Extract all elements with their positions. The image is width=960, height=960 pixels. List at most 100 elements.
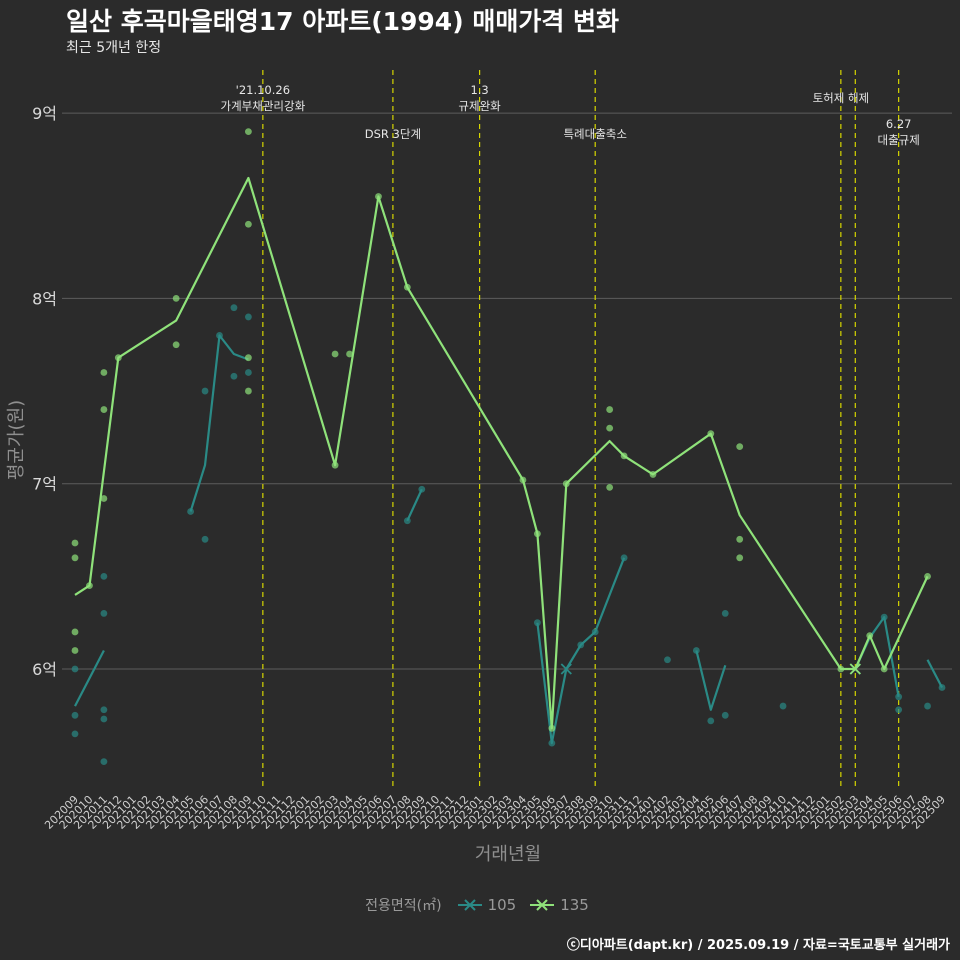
series-line xyxy=(406,488,423,522)
data-point xyxy=(606,484,614,491)
data-point xyxy=(649,471,657,478)
data-point xyxy=(418,485,426,493)
data-point xyxy=(201,387,209,395)
legend-item-105: 105 xyxy=(456,896,517,914)
data-point xyxy=(201,535,209,543)
series-105 xyxy=(71,304,946,766)
data-point xyxy=(71,628,79,636)
data-point xyxy=(245,313,252,321)
data-point xyxy=(71,554,79,562)
series-line xyxy=(926,659,943,689)
data-point xyxy=(375,193,382,200)
data-point xyxy=(346,350,353,358)
data-point xyxy=(895,693,903,701)
data-point xyxy=(100,495,108,502)
data-point xyxy=(562,480,570,488)
legend-title: 전용면적(㎡) xyxy=(365,898,442,914)
data-point xyxy=(620,554,628,562)
series-line xyxy=(695,650,727,711)
data-point xyxy=(100,572,108,580)
data-point xyxy=(548,739,556,747)
data-point xyxy=(71,730,79,738)
event-label: DSR 3단계 xyxy=(365,127,421,141)
y-tick-label: 9억 xyxy=(32,104,57,123)
data-point xyxy=(519,476,527,484)
data-point xyxy=(86,582,93,590)
data-point xyxy=(534,530,541,538)
data-point xyxy=(172,295,180,302)
y-tick-label: 7억 xyxy=(32,475,57,494)
data-point xyxy=(880,665,888,673)
data-point xyxy=(187,508,195,515)
legend-135-swatch-icon xyxy=(530,899,555,911)
event-label: 규제완화 xyxy=(458,99,501,113)
data-point xyxy=(577,641,585,649)
data-point xyxy=(534,619,541,627)
data-point xyxy=(71,539,79,547)
y-axis-title: 평균가(원) xyxy=(6,400,27,480)
data-point xyxy=(591,628,599,636)
data-point xyxy=(736,443,744,451)
data-point xyxy=(924,702,931,710)
legend: 전용면적(㎡) 105 135 xyxy=(0,895,960,915)
data-point xyxy=(736,535,744,543)
data-point xyxy=(606,406,614,413)
data-point xyxy=(707,717,715,725)
data-point xyxy=(100,369,108,376)
data-point xyxy=(230,372,238,380)
data-point xyxy=(707,430,715,438)
data-point xyxy=(100,706,108,714)
data-point xyxy=(100,406,108,413)
event-label: 가계부채관리강화 xyxy=(221,99,306,113)
legend-105-swatch-icon xyxy=(457,899,482,911)
data-point xyxy=(230,304,238,312)
data-point xyxy=(245,369,252,376)
data-point xyxy=(172,341,180,349)
data-point xyxy=(403,283,411,291)
legend-item-135: 135 xyxy=(528,896,589,914)
data-point xyxy=(548,724,556,732)
gridlines xyxy=(62,112,952,670)
event-label: 토허제 해제 xyxy=(813,91,870,105)
series-line xyxy=(189,334,249,512)
data-point xyxy=(71,711,79,719)
y-tick-label: 6억 xyxy=(32,660,57,679)
series-line xyxy=(74,176,929,730)
data-point xyxy=(895,706,903,714)
event-label: 1.3 xyxy=(470,83,488,97)
data-point xyxy=(620,452,628,460)
source-caption: ⓒ디아파트(dapt.kr) / 2025.09.19 / 자료=국토교통부 실… xyxy=(566,938,950,953)
data-point xyxy=(866,632,874,640)
y-tick-label: 8억 xyxy=(32,289,57,308)
event-label: '21.10.26 xyxy=(236,83,290,97)
x-axis-title: 거래년월 xyxy=(475,844,541,865)
data-point xyxy=(71,665,79,673)
data-point xyxy=(245,220,252,228)
cross-marker xyxy=(560,663,572,675)
data-point xyxy=(664,656,671,664)
data-point xyxy=(837,665,845,673)
data-point xyxy=(938,684,946,691)
series-line xyxy=(854,616,900,697)
data-point xyxy=(721,610,729,617)
legend-label-105: 105 xyxy=(487,896,517,914)
chart-title: 일산 후곡마을태영17 아파트(1994) 매매가격 변화 xyxy=(66,7,620,36)
data-point xyxy=(880,613,888,621)
data-point xyxy=(245,387,252,395)
data-point xyxy=(331,461,339,469)
data-point xyxy=(100,758,108,766)
data-point xyxy=(736,554,744,562)
data-point xyxy=(245,128,252,136)
data-point xyxy=(216,332,223,339)
data-point xyxy=(100,610,108,617)
event-label: 6.27 xyxy=(886,117,912,131)
event-label: 대출규제 xyxy=(877,133,919,147)
series-135 xyxy=(71,128,931,732)
chart-subtitle: 최근 5개년 한정 xyxy=(66,40,162,56)
series-line xyxy=(74,649,105,707)
data-point xyxy=(331,350,339,358)
data-point xyxy=(71,647,79,654)
data-point xyxy=(692,647,700,654)
data-point xyxy=(606,424,614,432)
